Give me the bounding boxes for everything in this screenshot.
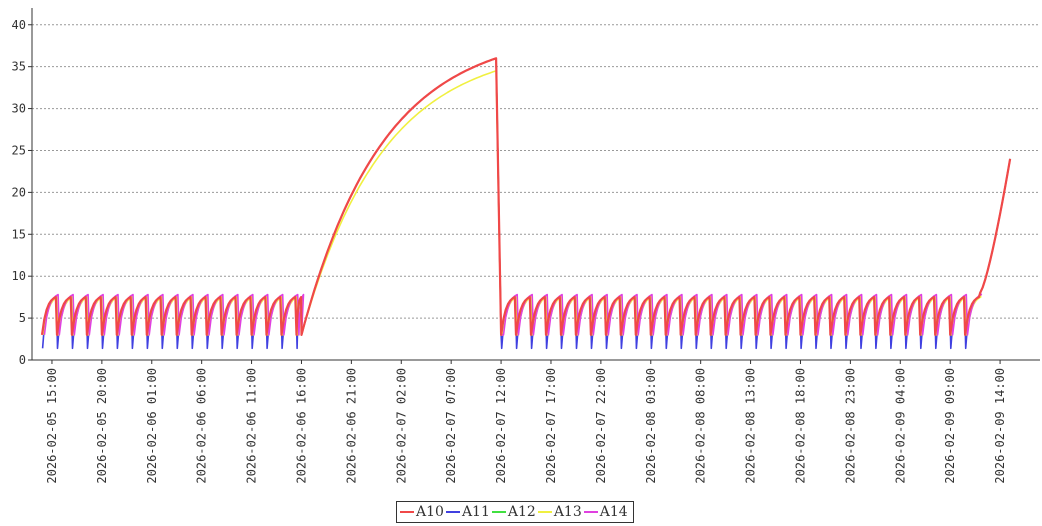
legend-label: A12 <box>507 504 536 520</box>
y-axis-ticks: 0 5 10 15 20 25 30 35 40 <box>12 18 32 367</box>
x-tick-label: 2026-02-07 12:00 <box>494 368 508 484</box>
x-tick-label: 2026-02-07 07:00 <box>444 368 458 484</box>
x-tick-label: 2026-02-06 16:00 <box>294 368 308 484</box>
legend: A10 A11 A12 A13 A14 <box>396 501 634 523</box>
y-tick-label: 10 <box>12 269 26 283</box>
y-tick-label: 15 <box>12 227 26 241</box>
x-axis-ticks: 2026-02-05 15:00 2026-02-05 20:00 2026-02-… <box>45 360 1007 484</box>
y-tick-label: 25 <box>12 143 26 157</box>
legend-swatch <box>400 511 414 513</box>
x-tick-label: 2026-02-07 17:00 <box>544 368 558 484</box>
legend-item-a11: A11 <box>445 504 490 520</box>
series-line-a11 <box>41 57 1011 350</box>
legend-item-a10: A10 <box>400 504 444 520</box>
legend-item-a12: A12 <box>491 504 536 520</box>
legend-swatch <box>537 511 552 513</box>
x-tick-label: 2026-02-06 11:00 <box>245 368 259 484</box>
series-lines <box>40 57 1012 350</box>
x-tick-label: 2026-02-08 03:00 <box>644 368 658 484</box>
x-tick-label: 2026-02-09 09:00 <box>943 368 957 484</box>
x-tick-label: 2026-02-05 20:00 <box>95 368 109 484</box>
legend-label: A11 <box>461 504 490 520</box>
legend-swatch <box>445 511 460 513</box>
legend-label: A14 <box>599 504 628 520</box>
series-line-a13 <box>43 70 1011 336</box>
x-tick-label: 2026-02-06 21:00 <box>344 368 358 484</box>
y-tick-label: 0 <box>19 353 26 367</box>
y-tick-label: 40 <box>12 18 26 32</box>
legend-item-a13: A13 <box>537 504 582 520</box>
legend-swatch <box>583 511 598 513</box>
x-tick-label: 2026-02-06 06:00 <box>195 368 209 484</box>
x-tick-label: 2026-02-09 04:00 <box>893 368 907 484</box>
series-line-a10 <box>40 57 1012 336</box>
y-tick-label: 5 <box>19 311 26 325</box>
x-tick-label: 2026-02-06 01:00 <box>145 368 159 484</box>
legend-label: A10 <box>416 504 444 520</box>
series-line-a14 <box>43 57 1011 336</box>
y-tick-label: 35 <box>12 60 26 74</box>
x-tick-label: 2026-02-08 23:00 <box>843 368 857 484</box>
x-tick-label: 2026-02-08 18:00 <box>793 368 807 484</box>
legend-label: A13 <box>553 504 582 520</box>
legend-item-a14: A14 <box>583 504 628 520</box>
x-tick-label: 2026-02-05 15:00 <box>45 368 59 484</box>
x-tick-label: 2026-02-08 13:00 <box>744 368 758 484</box>
y-tick-label: 30 <box>12 102 26 116</box>
legend-swatch <box>491 511 506 513</box>
x-tick-label: 2026-02-09 14:00 <box>993 368 1007 484</box>
x-tick-label: 2026-02-07 02:00 <box>394 368 408 484</box>
series-line-a12 <box>42 57 1011 336</box>
x-tick-label: 2026-02-08 08:00 <box>694 368 708 484</box>
grid-lines <box>32 24 1040 319</box>
x-tick-label: 2026-02-07 22:00 <box>594 368 608 484</box>
y-tick-label: 20 <box>12 185 26 199</box>
